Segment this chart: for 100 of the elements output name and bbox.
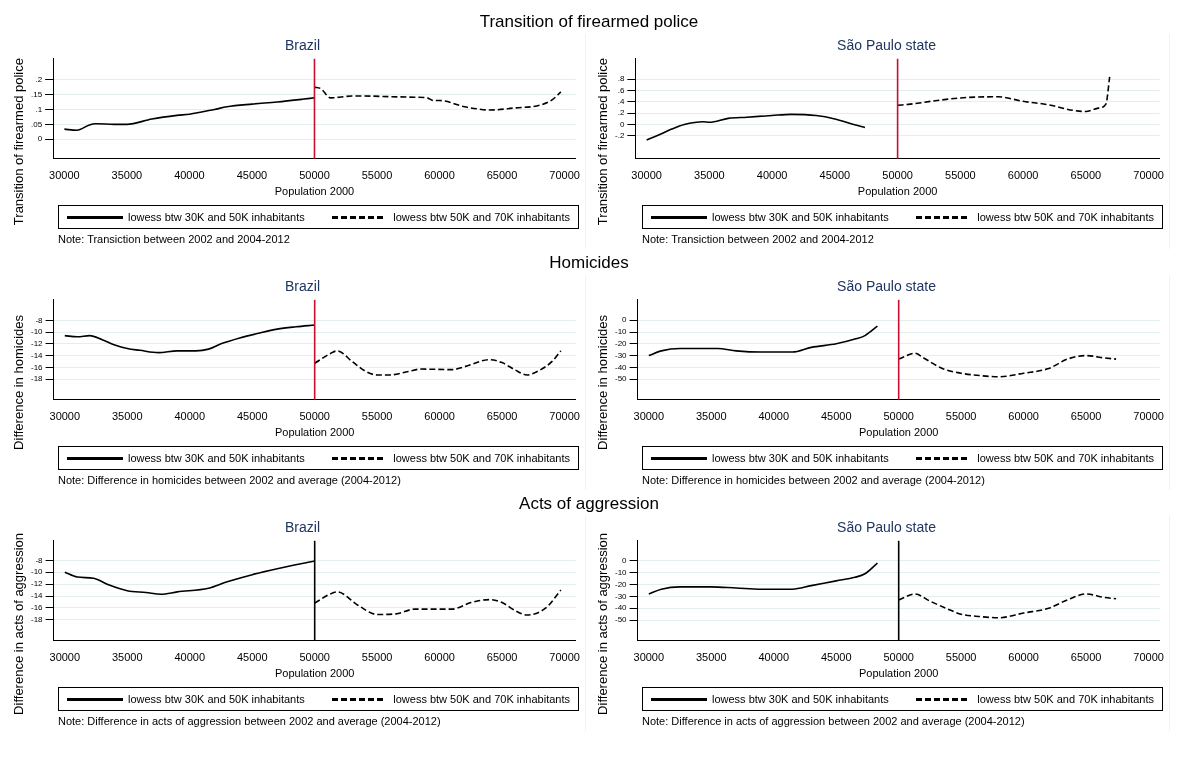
y-tick-label: -14 <box>31 591 44 601</box>
x-tick-label: 60000 <box>1007 169 1039 182</box>
y-axis-title: Difference in acts of aggression <box>10 532 26 715</box>
chart-title: Acts of aggression <box>518 493 660 515</box>
x-tick-label: 40000 <box>756 169 788 182</box>
line-series <box>313 350 562 376</box>
x-tick-label: 55000 <box>361 651 393 664</box>
y-tick-label: .1 <box>35 104 43 114</box>
y-axis-title: Difference in homicides <box>594 315 610 450</box>
x-tick-label: 65000 <box>486 169 518 182</box>
legend-label: lowess btw 50K and 70K inhabitants <box>977 211 1154 223</box>
x-tick-label: 55000 <box>945 410 977 423</box>
y-tick-label: .6 <box>617 85 625 95</box>
legend-label: lowess btw 50K and 70K inhabitants <box>393 211 570 223</box>
y-tick-label: .4 <box>617 97 625 107</box>
x-axis-title: Population 2000 <box>857 185 938 198</box>
legend-label: lowess btw 50K and 70K inhabitants <box>977 693 1154 705</box>
legend-label: lowess btw 30K and 50K inhabitants <box>712 693 889 705</box>
y-tick-label: .05 <box>31 119 43 129</box>
x-tick-label: 40000 <box>758 410 790 423</box>
x-tick-label: 40000 <box>174 410 206 423</box>
y-tick-label: .8 <box>617 74 625 84</box>
x-tick-label: 55000 <box>945 651 977 664</box>
x-tick-label: 70000 <box>549 651 580 664</box>
y-tick-label: 0 <box>622 315 628 325</box>
x-tick-label: 60000 <box>424 410 455 423</box>
x-axis-title: Population 2000 <box>274 185 355 198</box>
x-axis-title: Population 2000 <box>858 426 939 439</box>
y-tick-label: -40 <box>615 603 628 613</box>
chart-subtitle: Brazil <box>284 278 321 295</box>
legend-label: lowess btw 50K and 70K inhabitants <box>977 452 1154 464</box>
line-series <box>313 86 562 111</box>
y-axis-title: Difference in homicides <box>10 315 26 450</box>
x-tick-label: 45000 <box>236 410 268 423</box>
y-tick-label: -10 <box>615 327 628 337</box>
x-tick-label: 30000 <box>633 651 665 664</box>
y-tick-label: -40 <box>615 362 628 372</box>
x-tick-label: 70000 <box>1133 651 1164 664</box>
x-tick-label: 65000 <box>486 410 518 423</box>
x-tick-label: 30000 <box>49 169 80 182</box>
chart-subtitle: São Paulo state <box>837 278 937 295</box>
x-tick-label: 70000 <box>1133 169 1164 182</box>
line-series <box>63 97 316 132</box>
chart-subtitle: São Paulo state <box>837 519 937 536</box>
y-tick-label: -16 <box>31 362 44 372</box>
x-axis-title: Population 2000 <box>274 667 355 680</box>
y-tick-label: -14 <box>31 350 44 360</box>
text: Note: Difference in acts of aggression between 2002 and average (2004-2012) <box>57 715 442 729</box>
x-tick-label: 35000 <box>695 410 727 423</box>
x-tick-label: 45000 <box>819 169 851 182</box>
x-tick-label: 65000 <box>1070 169 1102 182</box>
y-tick-label: .2 <box>617 108 625 118</box>
y-tick-label: -8 <box>35 315 44 325</box>
y-axis-title: Difference in acts of aggression <box>594 532 610 715</box>
x-tick-label: 70000 <box>549 410 580 423</box>
x-tick-label: 60000 <box>424 169 455 182</box>
y-tick-label: -20 <box>615 339 628 349</box>
x-tick-label: 35000 <box>694 169 725 182</box>
text: Note: Transiction between 2002 and 2004-2012 <box>641 233 875 247</box>
text: Note: Difference in homicides between 2002 and average (2004-2012) <box>57 474 402 488</box>
x-tick-label: 65000 <box>486 651 518 664</box>
legend-label: lowess btw 30K and 50K inhabitants <box>712 211 889 223</box>
y-tick-label: -12 <box>31 339 44 349</box>
line-series <box>896 76 1111 113</box>
x-tick-label: 35000 <box>111 169 143 182</box>
x-tick-label: 60000 <box>424 651 455 664</box>
line-series <box>648 562 879 595</box>
x-tick-label: 35000 <box>111 410 143 423</box>
legend-label: lowess btw 50K and 70K inhabitants <box>393 693 570 705</box>
y-axis-title: Transition of firearmed police <box>594 57 610 226</box>
x-tick-label: 65000 <box>1070 651 1102 664</box>
text: Note: Transiction between 2002 and 2004-2012 <box>57 233 291 247</box>
x-tick-label: 30000 <box>633 410 665 423</box>
x-axis-title: Population 2000 <box>274 426 355 439</box>
x-tick-label: 45000 <box>236 169 268 182</box>
x-tick-label: 40000 <box>174 651 206 664</box>
x-tick-label: 30000 <box>49 410 81 423</box>
y-tick-label: .15 <box>31 89 43 99</box>
legend-label: lowess btw 30K and 50K inhabitants <box>128 211 305 223</box>
y-tick-label: -.2 <box>614 131 625 141</box>
x-tick-label: 60000 <box>1008 410 1039 423</box>
y-tick-label: 0 <box>37 134 43 144</box>
line-series <box>64 324 316 354</box>
legend-label: lowess btw 30K and 50K inhabitants <box>128 452 305 464</box>
chart-title: Homicides <box>548 252 630 274</box>
y-tick-label: -8 <box>35 555 44 565</box>
x-tick-label: 55000 <box>945 169 976 182</box>
line-series <box>645 113 866 141</box>
x-tick-label: 50000 <box>882 169 913 182</box>
x-tick-label: 45000 <box>820 410 852 423</box>
legend-label: lowess btw 30K and 50K inhabitants <box>128 693 305 705</box>
x-tick-label: 65000 <box>1070 410 1102 423</box>
x-axis-title: Population 2000 <box>858 667 939 680</box>
chart-title: Transition of firearmed police <box>478 11 700 33</box>
line-series <box>897 352 1117 378</box>
chart-subtitle: São Paulo state <box>837 37 937 54</box>
x-tick-label: 35000 <box>111 651 143 664</box>
x-tick-label: 40000 <box>174 169 205 182</box>
x-tick-label: 50000 <box>299 410 330 423</box>
x-tick-label: 70000 <box>1133 410 1164 423</box>
